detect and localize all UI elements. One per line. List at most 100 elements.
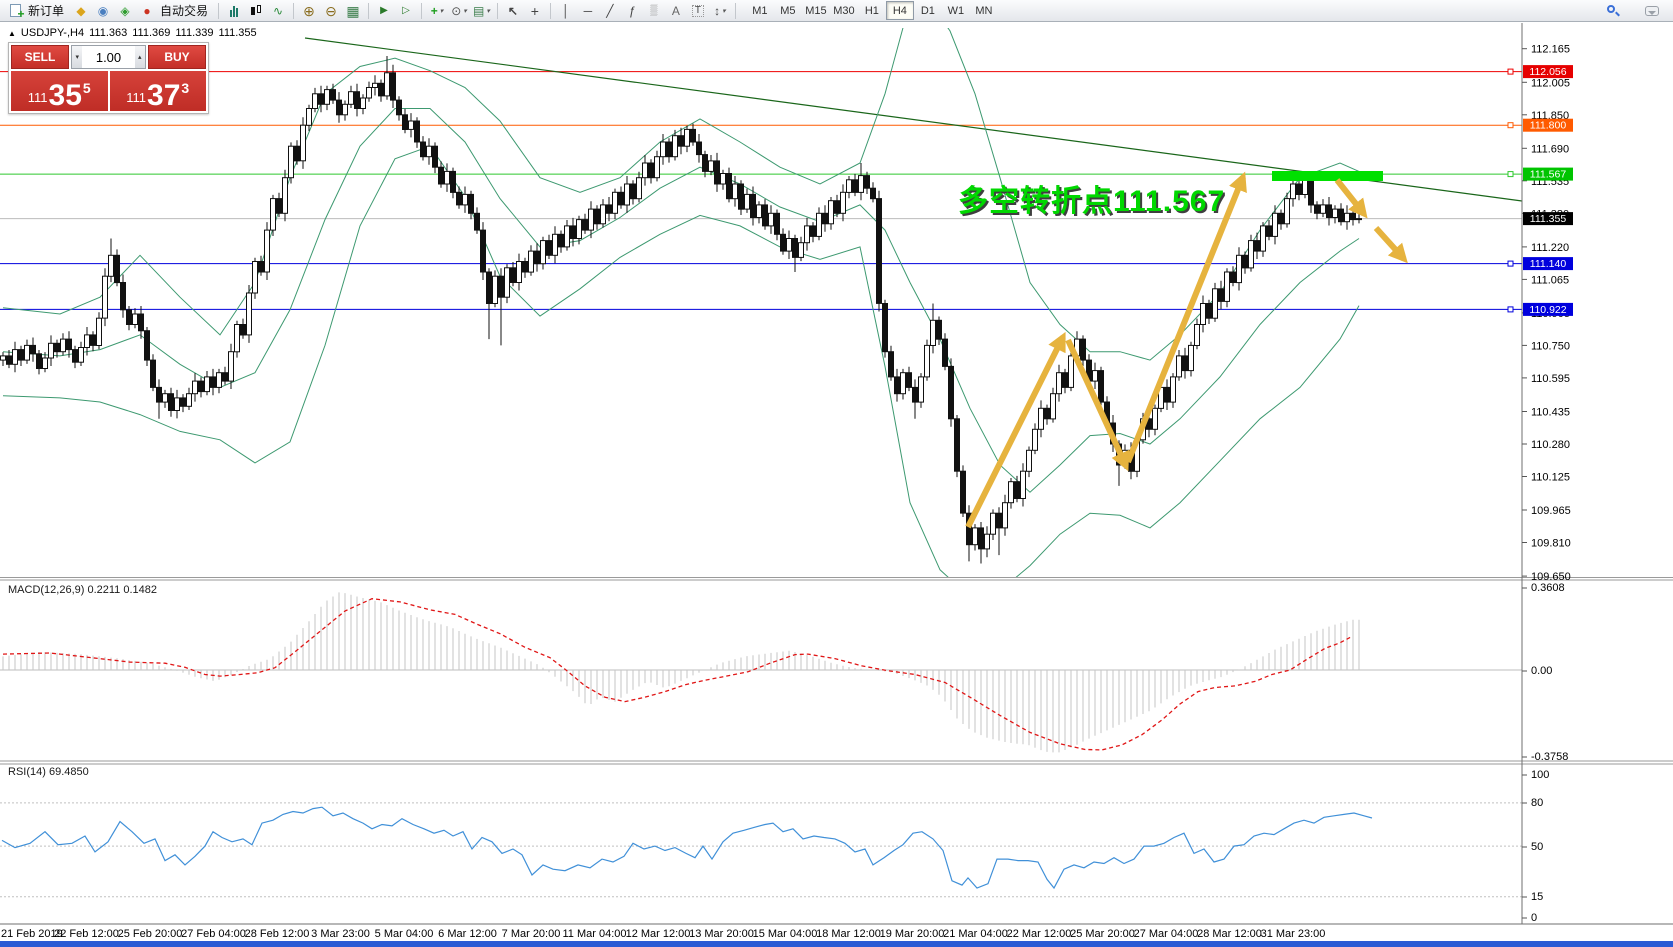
templates-icon[interactable]: ▤ ▾ [473,3,490,18]
svg-text:110.750: 110.750 [1531,340,1570,352]
buy-button[interactable]: BUY [148,45,206,69]
cursor-icon[interactable]: ↖ [507,3,518,18]
signals-icon[interactable]: ◈ [120,3,130,18]
timeframe-H1[interactable]: H1 [864,4,879,17]
new-order-button[interactable]: + [4,1,26,20]
chart-shift-icon[interactable]: ▶ [380,4,388,16]
svg-text:109.650: 109.650 [1531,571,1571,583]
candlesticks [0,56,1362,564]
text-label-icon[interactable]: T [687,1,709,20]
svg-text:111.065: 111.065 [1531,274,1569,286]
volume-input[interactable] [82,46,135,68]
volume-stepper: ▾ ▴ [71,45,146,69]
line-chart-icon[interactable]: ∿ [273,3,284,18]
ohlc-close: 111.355 [218,27,257,39]
autotrading-button[interactable]: ● [143,3,151,18]
volume-increase-button[interactable]: ▴ [134,46,145,68]
volume-decrease-button[interactable]: ▾ [72,46,83,68]
projection-arrows[interactable] [965,171,1408,529]
new-order-label[interactable]: 新订单 [28,4,65,18]
periods-icon[interactable]: ⊙ ▾ [451,3,467,18]
sell-price[interactable]: 111 35 5 [11,71,108,111]
timeframe-D1[interactable]: D1 [920,4,935,17]
svg-text:15: 15 [1531,891,1543,903]
svg-text:80: 80 [1531,797,1543,809]
svg-text:25 Feb 20:00: 25 Feb 20:00 [118,928,183,940]
timeframe-M5[interactable]: M5 [780,4,796,17]
search-icon[interactable] [1607,5,1620,17]
zoom-group: ⊕ ⊖ ▦ [298,0,364,22]
horizontal-line-icon[interactable]: ─ [583,3,593,18]
rsi-indicator [0,802,1522,898]
new-order-icon: + [9,4,25,20]
trendline-icon[interactable]: ╱ [606,3,614,18]
svg-text:0: 0 [1531,912,1537,924]
symbol-name: USDJPY-,H4 [20,27,85,39]
svg-text:110.125: 110.125 [1531,472,1570,484]
svg-text:31 Mar 23:00: 31 Mar 23:00 [1261,928,1326,940]
tile-windows-icon[interactable]: ▦ [346,2,360,19]
svg-text:22 Mar 12:00: 22 Mar 12:00 [1007,928,1072,940]
timeframe-M15[interactable]: M15 [805,4,827,17]
svg-text:7 Mar 20:00: 7 Mar 20:00 [502,928,561,940]
supply-zone-rectangle[interactable] [1272,171,1383,181]
ohlc-high: 111.369 [132,27,171,39]
separator [368,2,370,19]
crosshair-icon[interactable]: + [530,2,539,19]
chat-icon[interactable] [1645,6,1659,16]
arrows-tool-icon[interactable]: ↕ ▾ [714,3,726,18]
rsi-pane-label: RSI(14) 69.4850 [8,766,89,778]
timeframe-MN[interactable]: MN [975,4,993,17]
vertical-line-icon[interactable]: │ [562,3,570,18]
symbol-marker-icon: ▲ [8,28,16,38]
community-icon[interactable]: ◉ [97,3,109,18]
svg-text:27 Feb 04:00: 27 Feb 04:00 [181,928,246,940]
separator [734,2,736,19]
bar-chart-icon[interactable] [223,1,245,20]
grid-icon[interactable]: ▒ [650,4,658,16]
svg-text:111.690: 111.690 [1531,143,1569,155]
insert-group: + ▾ ⊙ ▾ ▤ ▾ [426,0,493,22]
ohlc-low: 111.339 [175,27,214,39]
zoom-in-icon[interactable]: ⊕ [303,2,315,19]
svg-text:50: 50 [1531,841,1543,853]
timeframe-M30[interactable]: M30 [833,4,855,17]
svg-text:19 Mar 20:00: 19 Mar 20:00 [880,928,945,940]
zoom-out-icon[interactable]: ⊖ [325,2,337,19]
separator [218,2,220,19]
svg-text:111.567: 111.567 [1530,169,1567,181]
svg-text:111.355: 111.355 [1530,213,1567,225]
svg-text:112.005: 112.005 [1531,77,1570,89]
timeframe-M1[interactable]: M1 [752,4,768,17]
sell-button[interactable]: SELL [11,45,69,69]
svg-text:100: 100 [1531,769,1549,781]
autotrading-label[interactable]: 自动交易 [160,4,209,18]
buy-price[interactable]: 111 37 3 [109,71,206,111]
macd-pane-label: MACD(12,26,9) 0.2211 0.1482 [8,584,157,596]
status-strip [0,941,1673,947]
timeframe-W1[interactable]: W1 [947,4,965,17]
text-icon[interactable]: A [671,3,680,18]
svg-text:15 Mar 04:00: 15 Mar 04:00 [753,928,818,940]
auto-scroll-icon[interactable]: ▷ [402,4,410,16]
candlestick-chart-icon[interactable] [245,1,267,20]
svg-text:18 Mar 12:00: 18 Mar 12:00 [816,928,881,940]
svg-text:25 Mar 20:00: 25 Mar 20:00 [1070,928,1135,940]
svg-text:28 Mar 12:00: 28 Mar 12:00 [1197,928,1262,940]
svg-text:0.00: 0.00 [1531,665,1552,677]
metaeditor-icon[interactable]: ◆ [76,3,86,18]
fibonacci-icon[interactable]: ƒ [628,3,636,18]
svg-text:112.056: 112.056 [1529,66,1566,78]
svg-text:110.280: 110.280 [1531,439,1570,451]
svg-text:110.595: 110.595 [1531,373,1570,385]
svg-text:110.435: 110.435 [1531,407,1570,419]
price-axis-badges: 112.056 111.800 111.567 111.355 111.140 110.9… [1523,65,1573,316]
svg-text:110.922: 110.922 [1529,304,1566,316]
svg-text:3 Mar 23:00: 3 Mar 23:00 [311,928,370,940]
svg-text:5 Mar 04:00: 5 Mar 04:00 [375,928,434,940]
timeframe-H4[interactable]: H4 [885,1,914,20]
indicators-icon[interactable]: + ▾ [430,3,444,18]
